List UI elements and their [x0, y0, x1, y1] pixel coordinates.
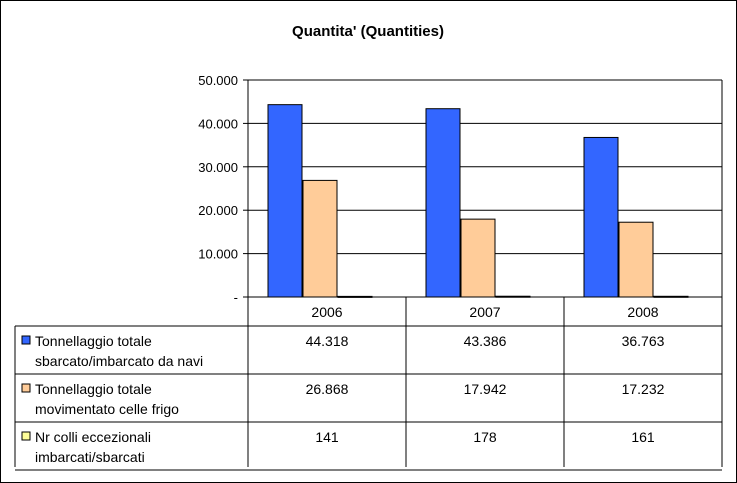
bar [583, 136, 619, 298]
legend-key [21, 383, 31, 393]
data-label: 17.942 [464, 381, 507, 397]
y-tick-label: - [234, 290, 238, 305]
axes: - 10.000 20.000 30.000 40.000 50.000 [198, 73, 723, 305]
y-tick-label: 30.000 [198, 160, 238, 175]
data-label: 178 [473, 429, 497, 445]
y-tick-label: 10.000 [198, 247, 238, 262]
legend-label: Tonnellaggio totale [35, 333, 152, 349]
legend-label: Tonnellaggio totale [35, 381, 152, 397]
data-label: 43.386 [464, 333, 507, 349]
bar [267, 104, 303, 298]
legend-key [21, 335, 31, 345]
data-label: 26.868 [306, 381, 349, 397]
data-label: 161 [631, 429, 655, 445]
bar [425, 108, 461, 298]
legend-key [21, 431, 31, 441]
data-label: 141 [315, 429, 339, 445]
x-tick-label: 2008 [627, 304, 658, 320]
legend-label: movimentato celle frigo [35, 401, 179, 417]
legend-label: sbarcato/imbarcato da navi [35, 353, 203, 369]
data-label: 36.763 [622, 333, 665, 349]
legend-label: imbarcati/sbarcati [35, 449, 145, 465]
bar [460, 218, 496, 298]
data-table: 2006 2007 2008 Tonnellaggio totale sbarcato/… [14, 296, 723, 471]
chart-title: Quantita' (Quantities) [292, 23, 444, 40]
legend-label: Nr colli eccezionali [35, 429, 151, 445]
x-tick-label: 2006 [311, 304, 342, 320]
data-label: 44.318 [306, 333, 349, 349]
y-tick-label: 50.000 [198, 73, 238, 88]
y-tick-label: 20.000 [198, 203, 238, 218]
bars [267, 104, 689, 298]
bar [302, 179, 338, 298]
x-tick-label: 2007 [469, 304, 500, 320]
y-tick-label: 40.000 [198, 116, 238, 131]
data-label: 17.232 [622, 381, 665, 397]
bar [618, 221, 654, 298]
